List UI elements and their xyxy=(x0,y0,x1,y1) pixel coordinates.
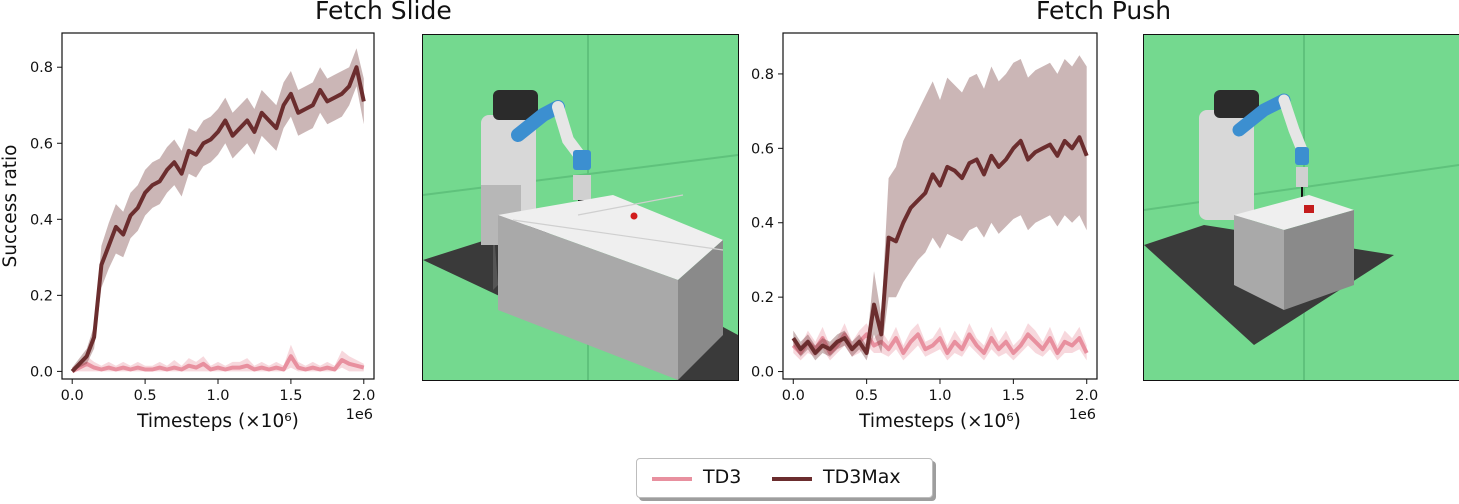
series-line-td3 xyxy=(71,354,365,374)
y-tick-label: 0.2 xyxy=(751,290,774,306)
series-band-td3 xyxy=(72,344,364,372)
x-tick-label: 0.0 xyxy=(782,388,805,404)
chart-title-fetch-slide: Fetch Slide xyxy=(315,0,452,25)
chart-legend: TD3 TD3Max xyxy=(636,458,933,498)
series-band-td3max xyxy=(72,48,364,372)
x-axis-label: Timesteps (×10⁶) xyxy=(136,411,299,432)
y-tick-label: 0.2 xyxy=(30,288,53,304)
y-tick-label: 0.4 xyxy=(751,216,774,232)
legend-swatch-td3 xyxy=(652,477,692,481)
y-tick-label: 0.6 xyxy=(30,136,53,152)
y-axis-label: Success ratio xyxy=(0,144,21,267)
y-tick-label: 0.0 xyxy=(30,364,53,380)
legend-label-td3: TD3 xyxy=(703,466,742,488)
series-line-td3max xyxy=(791,135,1089,355)
fetch-push-environment-render xyxy=(1143,34,1459,381)
x-tick-label: 2.0 xyxy=(1075,388,1098,404)
y-tick-label: 0.8 xyxy=(30,60,53,76)
x-axis-label: Timesteps (×10⁶) xyxy=(858,411,1021,432)
y-tick-label: 0.4 xyxy=(30,212,53,228)
chart-title-fetch-push: Fetch Push xyxy=(1036,0,1172,25)
series-line-td3max xyxy=(70,65,366,373)
y-tick-label: 0.8 xyxy=(751,67,774,83)
x-tick-label: 2.0 xyxy=(352,388,375,404)
y-tick-label: 0.6 xyxy=(751,141,774,157)
x-axis-multiplier: 1e6 xyxy=(346,407,373,423)
chart-fetch-slide: 0.0 0.5 1.0 1.5 2.0 0.0 0.2 0.4 0.6 0.8 1e6 Timeste… xyxy=(0,32,375,432)
fetch-slide-environment-render xyxy=(422,34,739,381)
legend-swatch-td3max xyxy=(772,477,812,481)
legend-label-td3max: TD3Max xyxy=(823,466,901,488)
x-tick-label: 0.5 xyxy=(134,388,157,404)
y-tick-label: 0.0 xyxy=(751,365,774,381)
x-tick-label: 1.5 xyxy=(279,388,302,404)
x-tick-label: 1.5 xyxy=(1002,388,1025,404)
series-band-td3max xyxy=(793,55,1087,361)
x-tick-label: 0.5 xyxy=(855,388,878,404)
x-tick-label: 1.0 xyxy=(206,388,229,404)
chart-fetch-push: 0.0 0.5 1.0 1.5 2.0 0.0 0.2 0.4 0.6 0.8 1e6 Timeste… xyxy=(751,32,1098,432)
x-axis-multiplier: 1e6 xyxy=(1069,407,1096,423)
x-tick-label: 0.0 xyxy=(61,388,84,404)
x-tick-label: 1.0 xyxy=(928,388,951,404)
